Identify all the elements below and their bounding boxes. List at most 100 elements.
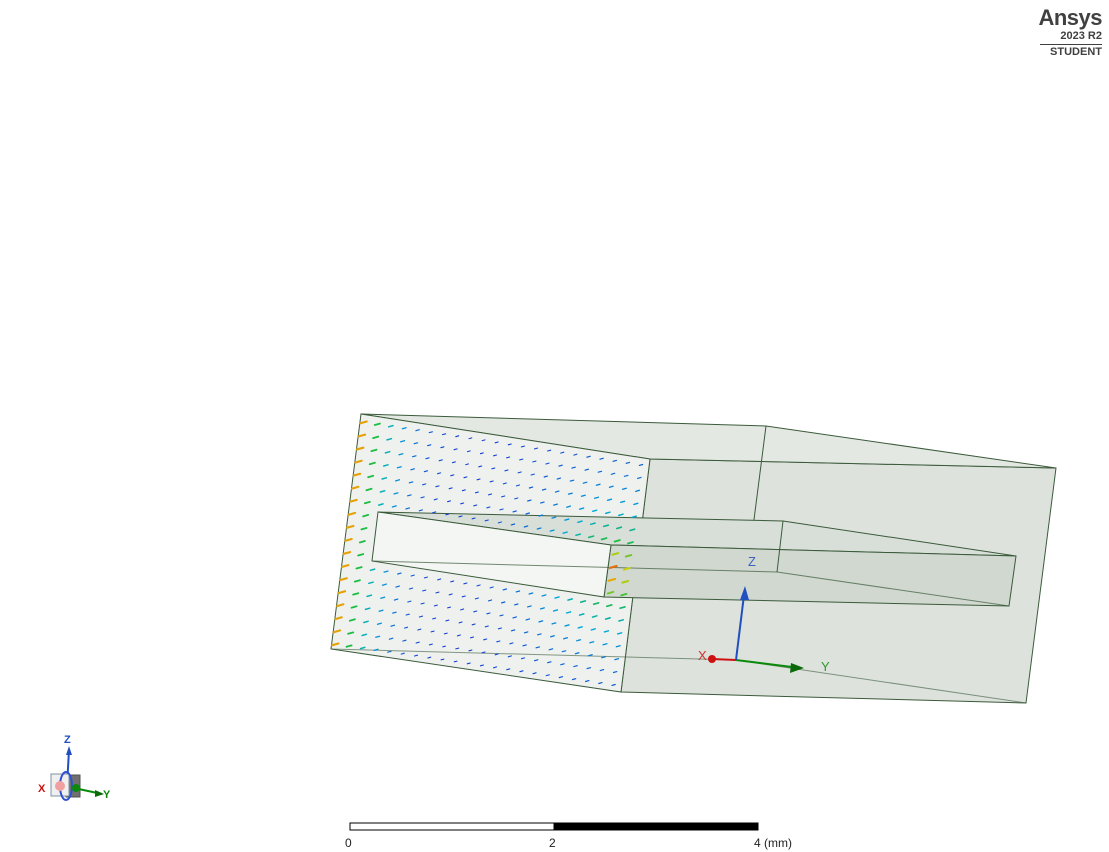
field-vector [619, 606, 626, 610]
field-vector [582, 481, 588, 484]
field-vector [571, 466, 576, 469]
field-vector [361, 633, 368, 637]
triad-z-arrowhead [66, 746, 72, 755]
field-vector [470, 636, 475, 639]
field-vector [365, 487, 373, 492]
field-vector [438, 459, 443, 462]
field-vector [401, 427, 407, 430]
field-vector [584, 679, 590, 683]
field-vector [577, 520, 583, 524]
field-vector [564, 518, 570, 521]
model-coordinate-system[interactable]: X Y Z [698, 554, 830, 674]
orientation-triad[interactable]: X Y Z [38, 734, 111, 801]
field-vector [378, 609, 384, 612]
field-vector [496, 640, 501, 643]
field-vector [528, 486, 534, 489]
field-vector [407, 600, 412, 603]
field-vector [602, 524, 610, 528]
field-vector [599, 668, 605, 672]
field-vector [402, 639, 407, 642]
field-vector [447, 500, 452, 503]
field-vector [527, 499, 532, 502]
field-vector [396, 466, 402, 469]
field-vector [573, 665, 578, 668]
field-vector [352, 592, 360, 596]
field-vector [598, 681, 603, 685]
field-vector [528, 592, 534, 595]
field-vector [445, 619, 450, 622]
field-vector [476, 478, 481, 481]
field-vector [415, 429, 420, 432]
field-vector [479, 664, 484, 667]
field-vector [554, 490, 560, 493]
ansys-logo: Ansys 2023 R2 STUDENT [1038, 6, 1102, 59]
field-vector [549, 529, 555, 532]
field-vector [488, 493, 493, 496]
field-vector [593, 496, 600, 499]
field-vector [579, 507, 585, 510]
field-vector [487, 599, 493, 602]
field-vector [558, 464, 563, 467]
field-vector [415, 641, 420, 644]
field-vector [345, 644, 353, 648]
field-vector [533, 447, 539, 450]
field-vector [605, 604, 613, 608]
scale-tick-2: 2 [549, 836, 556, 850]
field-vector [547, 661, 552, 664]
field-vector [483, 638, 488, 641]
triad-x-marker [55, 781, 65, 791]
field-vector [567, 598, 573, 601]
field-vector [592, 509, 598, 512]
field-vector [536, 527, 542, 530]
field-vector [432, 511, 437, 514]
model-z-axis [735, 594, 745, 661]
field-vector [592, 602, 600, 606]
field-vector [601, 656, 606, 659]
field-vector [579, 600, 587, 604]
field-vector [539, 607, 545, 610]
field-vector [554, 596, 560, 599]
field-vector [368, 581, 374, 585]
field-vector [484, 625, 489, 628]
field-vector [578, 613, 585, 616]
field-vector [369, 568, 376, 572]
field-vector [599, 457, 604, 460]
inner-ridge[interactable] [371, 511, 1017, 607]
field-vector [332, 629, 342, 634]
field-vector [618, 619, 625, 622]
field-vector [636, 476, 642, 479]
back-edge-bottom-right [735, 659, 1027, 704]
field-vector [589, 522, 596, 526]
field-vector [441, 433, 447, 436]
field-vector [451, 461, 456, 464]
field-vector [564, 624, 570, 627]
field-vector [400, 652, 405, 655]
field-vector [629, 528, 636, 532]
field-vector [423, 470, 429, 473]
field-vector [347, 511, 357, 516]
field-vector [494, 441, 499, 444]
field-vector [423, 576, 428, 579]
field-vector [551, 622, 557, 625]
field-vector [606, 498, 613, 501]
field-vector [512, 510, 517, 513]
field-vector [595, 483, 601, 486]
field-vector [509, 642, 514, 645]
field-vector [390, 624, 396, 627]
field-vector [388, 637, 394, 640]
triad-y-arrowhead [95, 790, 104, 797]
field-vector [510, 523, 516, 526]
field-vector [386, 437, 393, 441]
field-vector [502, 588, 507, 591]
triad-x-label: X [38, 783, 46, 795]
field-vector [512, 616, 517, 619]
field-vector [624, 554, 633, 558]
field-vector [520, 657, 526, 660]
field-vector [448, 487, 453, 490]
field-vector [615, 645, 621, 648]
field-vector [620, 500, 626, 503]
field-vector [379, 490, 386, 493]
field-vector [382, 464, 389, 467]
